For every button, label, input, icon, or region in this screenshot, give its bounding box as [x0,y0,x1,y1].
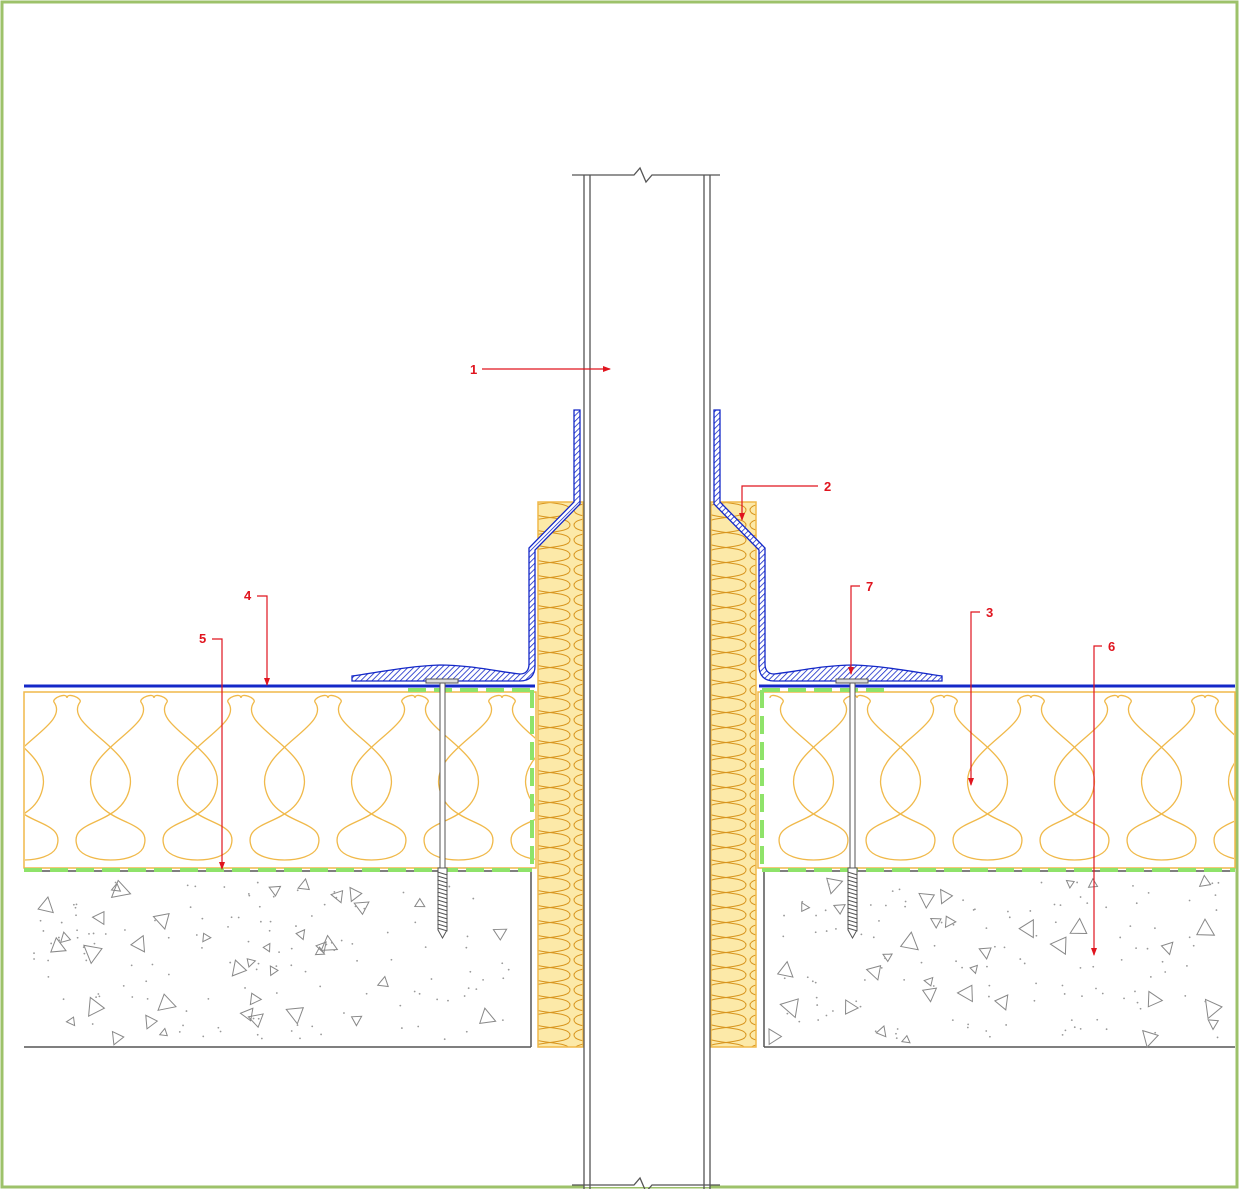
insulation-batt-symbol-right [769,694,1234,861]
callout-7-label: 7 [866,579,873,594]
callout-4: 4 [244,588,270,686]
fastener-thread-right [847,871,858,932]
pipe-insulation-board [537,501,757,1048]
callout-7: 7 [848,579,873,675]
fastener-thread-left [437,871,448,932]
mechanical-fastener-right [835,678,869,940]
insulation-layer [23,691,1236,869]
callout-6: 6 [1091,639,1115,956]
callouts: 1 2 3 4 5 6 7 [199,362,1115,956]
callout-3-label: 3 [986,605,993,620]
concrete-slab-right [763,870,1235,1048]
concrete-slab [24,870,1235,1049]
insulation-left [23,691,537,869]
pipe-break-line-bottom [572,1176,720,1189]
callout-2-label: 2 [824,479,831,494]
insulation-right [757,691,1236,869]
flashing-right [713,409,943,682]
callout-1-label: 1 [470,362,477,377]
callout-2: 2 [739,479,831,521]
callout-1: 1 [470,362,611,377]
callout-6-label: 6 [1108,639,1115,654]
concrete-aggregate-marks [33,874,1223,1049]
pipe-insulation-left [537,501,584,1048]
pipe-insulation-right [710,501,757,1048]
membrane-flashing [351,409,943,682]
mechanical-fastener-left [425,678,459,940]
pipe [572,166,720,1189]
concrete-slab-left [24,870,532,1048]
pipe-break-line-top [572,166,720,184]
insulation-batt-symbol-left [25,694,535,861]
flashing-left [351,409,581,682]
callout-4-label: 4 [244,588,252,603]
callout-5-label: 5 [199,631,206,646]
callout-5: 5 [199,631,225,870]
callout-3: 3 [968,605,993,786]
